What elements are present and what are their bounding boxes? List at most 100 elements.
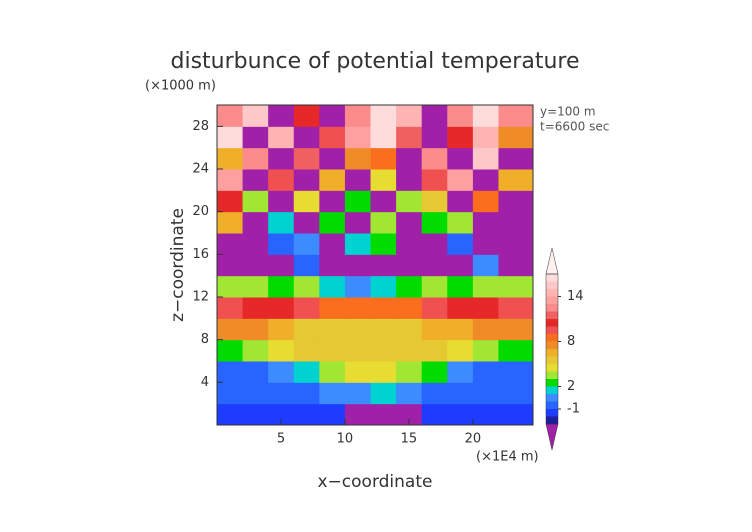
annotation: y=100 m: [540, 105, 596, 119]
cell: [319, 169, 346, 191]
cell: [268, 297, 295, 319]
cell: [242, 382, 269, 405]
cell: [268, 233, 295, 255]
cell: [242, 339, 269, 362]
y-tick-label: 8: [201, 332, 209, 347]
cell: [217, 254, 244, 277]
colorbar-box: [546, 326, 558, 334]
cell: [268, 254, 295, 277]
annotation: t=6600 sec: [540, 120, 609, 134]
y-tick-label: 28: [192, 119, 209, 134]
colorbar-frame: [545, 273, 559, 425]
cell: [370, 275, 397, 298]
cell: [421, 339, 448, 362]
cell: [242, 126, 269, 149]
cell: [396, 318, 423, 341]
cell: [370, 190, 397, 213]
y-tick-label: 16: [192, 247, 209, 262]
cell: [370, 403, 397, 426]
cell: [396, 233, 423, 255]
cell: [396, 126, 423, 149]
cell: [268, 275, 295, 298]
cell: [396, 297, 423, 319]
cell: [242, 147, 269, 170]
cell: [293, 211, 320, 234]
cell: [472, 233, 499, 255]
cell: [421, 382, 448, 405]
cell: [242, 169, 269, 191]
cell: [268, 105, 295, 127]
cell: [472, 190, 499, 213]
cell: [396, 147, 423, 170]
cell: [498, 297, 534, 319]
cell: [447, 361, 474, 383]
cell: [293, 318, 320, 341]
colorbar-box: [546, 364, 558, 372]
colorbar-box: [546, 319, 558, 327]
cell: [293, 361, 320, 383]
cell: [293, 233, 320, 255]
cell: [498, 233, 534, 255]
cell: [344, 318, 372, 341]
cell: [447, 169, 474, 191]
cell: [472, 318, 499, 341]
cell: [472, 169, 499, 191]
colorbar-box: [546, 386, 558, 394]
cell: [344, 211, 372, 234]
cell: [268, 361, 295, 383]
colorbar-box: [546, 289, 558, 297]
cell: [319, 403, 346, 426]
cell: [217, 233, 244, 255]
cell: [344, 339, 372, 362]
cell: [344, 233, 372, 255]
colorbar-box: [546, 394, 558, 402]
cell: [344, 297, 372, 319]
cell: [242, 105, 269, 127]
colorbar-tick-label: 14: [567, 289, 584, 304]
cell: [344, 105, 372, 127]
cell: [421, 126, 448, 149]
cell: [370, 233, 397, 255]
cell: [421, 147, 448, 170]
cell: [472, 339, 499, 362]
cell: [447, 297, 474, 319]
x-tick-label: 10: [337, 432, 354, 447]
colorbar-tick-label: 2: [567, 379, 575, 394]
cell: [242, 275, 269, 298]
cell: [447, 147, 474, 170]
colorbar-box: [546, 296, 558, 304]
colorbar-box: [546, 401, 558, 409]
cell: [344, 275, 372, 298]
cell: [447, 275, 474, 298]
cell: [370, 297, 397, 319]
cell: [421, 318, 448, 341]
cell: [498, 254, 534, 277]
cell: [293, 126, 320, 149]
cell: [319, 361, 346, 383]
cell: [319, 382, 346, 405]
cell: [472, 126, 499, 149]
cell: [472, 361, 499, 383]
cell: [472, 403, 499, 426]
cell: [293, 297, 320, 319]
cell: [421, 403, 448, 426]
cell: [447, 126, 474, 149]
cell: [447, 211, 474, 234]
cell: [396, 403, 423, 426]
cell: [498, 318, 534, 341]
cell: [498, 339, 534, 362]
cell: [242, 233, 269, 255]
cell: [472, 254, 499, 277]
cell: [396, 169, 423, 191]
cell: [472, 105, 499, 127]
cell: [370, 339, 397, 362]
cell: [498, 147, 534, 170]
colorbar-high: [545, 247, 559, 275]
cell: [472, 297, 499, 319]
cell: [498, 382, 534, 405]
cell: [268, 339, 295, 362]
cell: [319, 190, 346, 213]
cell: [421, 233, 448, 255]
x-axis-label: x−coordinate: [318, 472, 433, 492]
cell: [293, 339, 320, 362]
